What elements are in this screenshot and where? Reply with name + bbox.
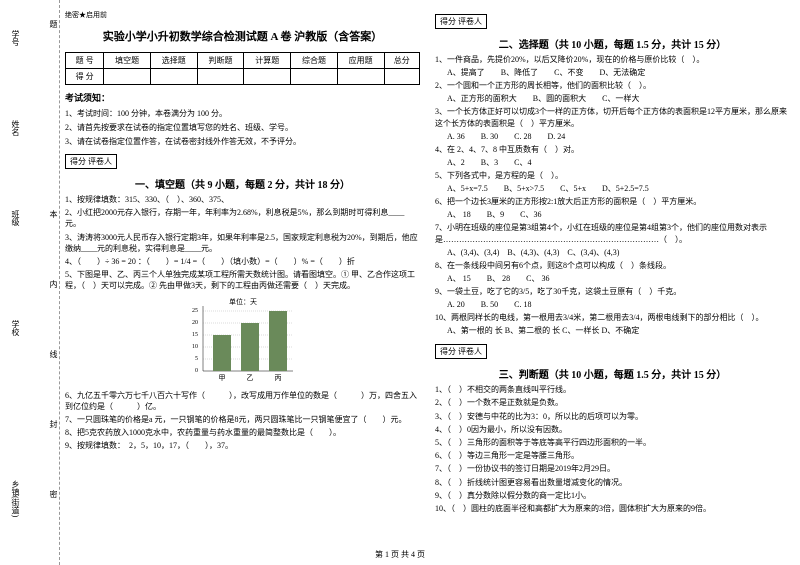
fill-q4: 4、（ ）÷ 36 = 20 ：（ ）= 1/4 =（ ）（填小数）=（ ）% …: [65, 256, 420, 267]
choice-q7: 7、小明在班级的座位是第3组第4个，小红在班级的座位是第4组第3个，他们的座位用…: [435, 222, 790, 244]
judge-q1: 1、（ ）不相交的两条直线叫平行线。: [435, 384, 790, 395]
choice-q1-opts: A、提高了 B、降低了 C、不变 D、无法确定: [447, 67, 790, 78]
fill-title: 一、填空题（共 9 小题，每题 2 分，共计 18 分）: [65, 176, 420, 191]
score-table: 题 号 填空题 选择题 判断题 计算题 综合题 应用题 总分 得 分: [65, 52, 420, 85]
notice-3: 3、请在试卷指定位置作答，在试卷密封线外作答无效，不予评分。: [65, 136, 420, 147]
fill-q7: 7、一只圆珠笔的价格是a 元，一只钢笔的价格是8元，两只圆珠笔比一只钢笔便宜了（…: [65, 414, 420, 425]
choice-title: 二、选择题（共 10 小题，每题 1.5 分，共计 15 分）: [435, 36, 790, 51]
choice-q3: 3、一个长方体正好可以切成3个一样的正方体，切开后每个正方体的表面积是12平方厘…: [435, 106, 790, 128]
svg-text:0: 0: [195, 368, 198, 374]
svg-text:25: 25: [192, 308, 198, 314]
judge-q8: 8、（ ）折线统计图更容易看出数量增减变化的情况。: [435, 477, 790, 488]
fill-q9: 9、按规律填数： 2，5，10，17，（ ），37。: [65, 440, 420, 451]
judge-q2: 2、（ ）一个数不是正数就是负数。: [435, 397, 790, 408]
th-total: 总分: [384, 53, 419, 69]
svg-text:20: 20: [192, 320, 198, 326]
margin-township: 乡镇(街道): [10, 480, 21, 517]
fill-q8: 8、把5克农药放入1000克水中，农药重量与药水重量的最简整数比是（ ）。: [65, 427, 420, 438]
choice-q8: 8、在一条线段中间另有6个点，则这8个点可以构成（ ）条线段。: [435, 260, 790, 271]
table-row: 得 分: [66, 69, 420, 85]
th-judge: 判断题: [197, 53, 244, 69]
fill-q2: 2、小红把2000元存入银行，存期一年，年利率为2.68%，利息税是5%，那么到…: [65, 207, 420, 229]
choice-q10: 10、两根同样长的电线，第一根用去3/4米，第二根用去3/4，两根电线剩下的部分…: [435, 312, 790, 323]
choice-q8-opts: A、 15 B、 28 C、 36: [447, 273, 790, 284]
svg-text:丙: 丙: [274, 374, 281, 382]
judge-q9: 9、（ ）真分数除以假分数的商一定比1小。: [435, 490, 790, 501]
left-column: 绝密★启用前 实验小学小升初数学综合检测试题 A 卷 沪教版（含答案） 题 号 …: [65, 10, 420, 516]
judge-title: 三、判断题（共 10 小题，每题 1.5 分，共计 15 分）: [435, 366, 790, 381]
th-fill: 填空题: [104, 53, 151, 69]
th-comp: 综合题: [291, 53, 338, 69]
bar-chart: 单位：天 0 5 10 15 20 25 甲 乙 丙: [183, 296, 303, 386]
choice-q6: 6、把一个边长3厘米的正方形按2:1放大后正方形的面积是（ ）平方厘米。: [435, 196, 790, 207]
th-app: 应用题: [337, 53, 384, 69]
judge-q5: 5、（ ）三角形的面积等于等底等高平行四边形面积的一半。: [435, 437, 790, 448]
table-row: 题 号 填空题 选择题 判断题 计算题 综合题 应用题 总分: [66, 53, 420, 69]
svg-text:5: 5: [195, 356, 198, 362]
judge-q4: 4、（ ）0因为最小，所以没有因数。: [435, 424, 790, 435]
choice-q5-opts: A、5+x=7.5 B、5+x>7.5 C、5+x D、5+2.5=7.5: [447, 183, 790, 194]
svg-text:15: 15: [192, 332, 198, 338]
choice-q5: 5、下列各式中，是方程的是（ ）。: [435, 170, 790, 181]
page-footer: 第 1 页 共 4 页: [0, 549, 800, 560]
choice-q9-opts: A. 20 B. 50 C. 18: [447, 299, 790, 310]
choice-q1: 1、一件商品，先提价20%，以后又降价20%，现在的价格与原价比较（ ）。: [435, 54, 790, 65]
right-column: 得分 评卷人 二、选择题（共 10 小题，每题 1.5 分，共计 15 分） 1…: [435, 10, 790, 516]
score-box: 得分 评卷人: [65, 154, 117, 169]
binding-margin: 学号 姓名 班级 学校 乡镇(街道) 题 本 内 线 封 密: [0, 0, 60, 565]
td-score: 得 分: [66, 69, 104, 85]
margin-class: 班级: [10, 210, 21, 226]
svg-text:10: 10: [192, 344, 198, 350]
fill-q5: 5、下图是甲、乙、丙三个人单独完成某项工程所需天数统计图。请看图填空。① 甲、乙…: [65, 269, 420, 291]
choice-q6-opts: A、 18 B、9 C、36: [447, 209, 790, 220]
choice-q2-opts: A、正方形的面积大 B、圆的面积大 C、一样大: [447, 93, 790, 104]
score-box-2: 得分 评卷人: [435, 14, 487, 29]
side-mi: 密: [48, 490, 59, 498]
side-nei: 内: [48, 280, 59, 288]
page-content: 绝密★启用前 实验小学小升初数学综合检测试题 A 卷 沪教版（含答案） 题 号 …: [0, 0, 800, 516]
margin-school: 学校: [10, 320, 21, 336]
judge-q7: 7、（ ）一份协议书的签订日期是2019年2月29日。: [435, 463, 790, 474]
notice-2: 2、请首先按要求在试卷的指定位置填写您的姓名、班级、学号。: [65, 122, 420, 133]
notice-1: 1、考试时间：100 分钟，本卷满分为 100 分。: [65, 108, 420, 119]
th-choice: 选择题: [150, 53, 197, 69]
choice-q10-opts: A、第一根的 长 B、第二根的 长 C、一样长 D、不确定: [447, 325, 790, 336]
fill-q6: 6、九亿五千零六万七千八百六十写作（ ），改写成用万作单位的数是（ ）万，四舍五…: [65, 390, 420, 412]
choice-q2: 2、一个圆和一个正方形的周长相等，他们的面积比较（ ）。: [435, 80, 790, 91]
secret-label: 绝密★启用前: [65, 10, 420, 20]
bar-jia: [213, 335, 231, 371]
choice-q4: 4、在 2、4、7、8 中互质数有（ ）对。: [435, 144, 790, 155]
judge-q10: 10、（ ）圆柱的底面半径和高都扩大为原来的3倍，圆体积扩大为原来的9倍。: [435, 503, 790, 514]
notice-title: 考试须知：: [65, 91, 420, 104]
choice-q4-opts: A、2 B、3 C、4: [447, 157, 790, 168]
bar-yi: [241, 323, 259, 371]
side-ben: 本: [48, 210, 59, 218]
fill-q1: 1、按规律填数：315、330、（ ）、360、375、: [65, 194, 420, 205]
choice-q7-opts: A、(3,4)、(3,4) B、(4,3)、(4,3) C、(3,4)、(4,3…: [447, 247, 790, 258]
svg-text:乙: 乙: [246, 374, 253, 382]
choice-q9: 9、一袋土豆，吃了它的3/5，吃了30千克，这袋土豆原有（ ）千克。: [435, 286, 790, 297]
th-calc: 计算题: [244, 53, 291, 69]
margin-name: 姓名: [10, 120, 21, 136]
side-feng: 封: [48, 420, 59, 428]
chart-ylabel: 单位：天: [229, 297, 257, 306]
judge-q6: 6、（ ）等边三角形一定是等腰三角形。: [435, 450, 790, 461]
score-box-3: 得分 评卷人: [435, 344, 487, 359]
th-num: 题 号: [66, 53, 104, 69]
side-ti: 题: [48, 20, 59, 28]
svg-text:甲: 甲: [218, 374, 225, 382]
judge-q3: 3、（ ）安德与中花的比为3：0，所以比的后项可以为零。: [435, 411, 790, 422]
side-xian: 线: [48, 350, 59, 358]
margin-studentid: 学号: [10, 30, 21, 46]
exam-title: 实验小学小升初数学综合检测试题 A 卷 沪教版（含答案）: [65, 28, 420, 44]
fill-q3: 3、涛涛将3000元人民币存入银行定期3年，如果年利率是2.5，国家规定利息税为…: [65, 232, 420, 254]
bar-bing: [269, 311, 287, 371]
choice-q3-opts: A. 36 B. 30 C. 28 D. 24: [447, 131, 790, 142]
